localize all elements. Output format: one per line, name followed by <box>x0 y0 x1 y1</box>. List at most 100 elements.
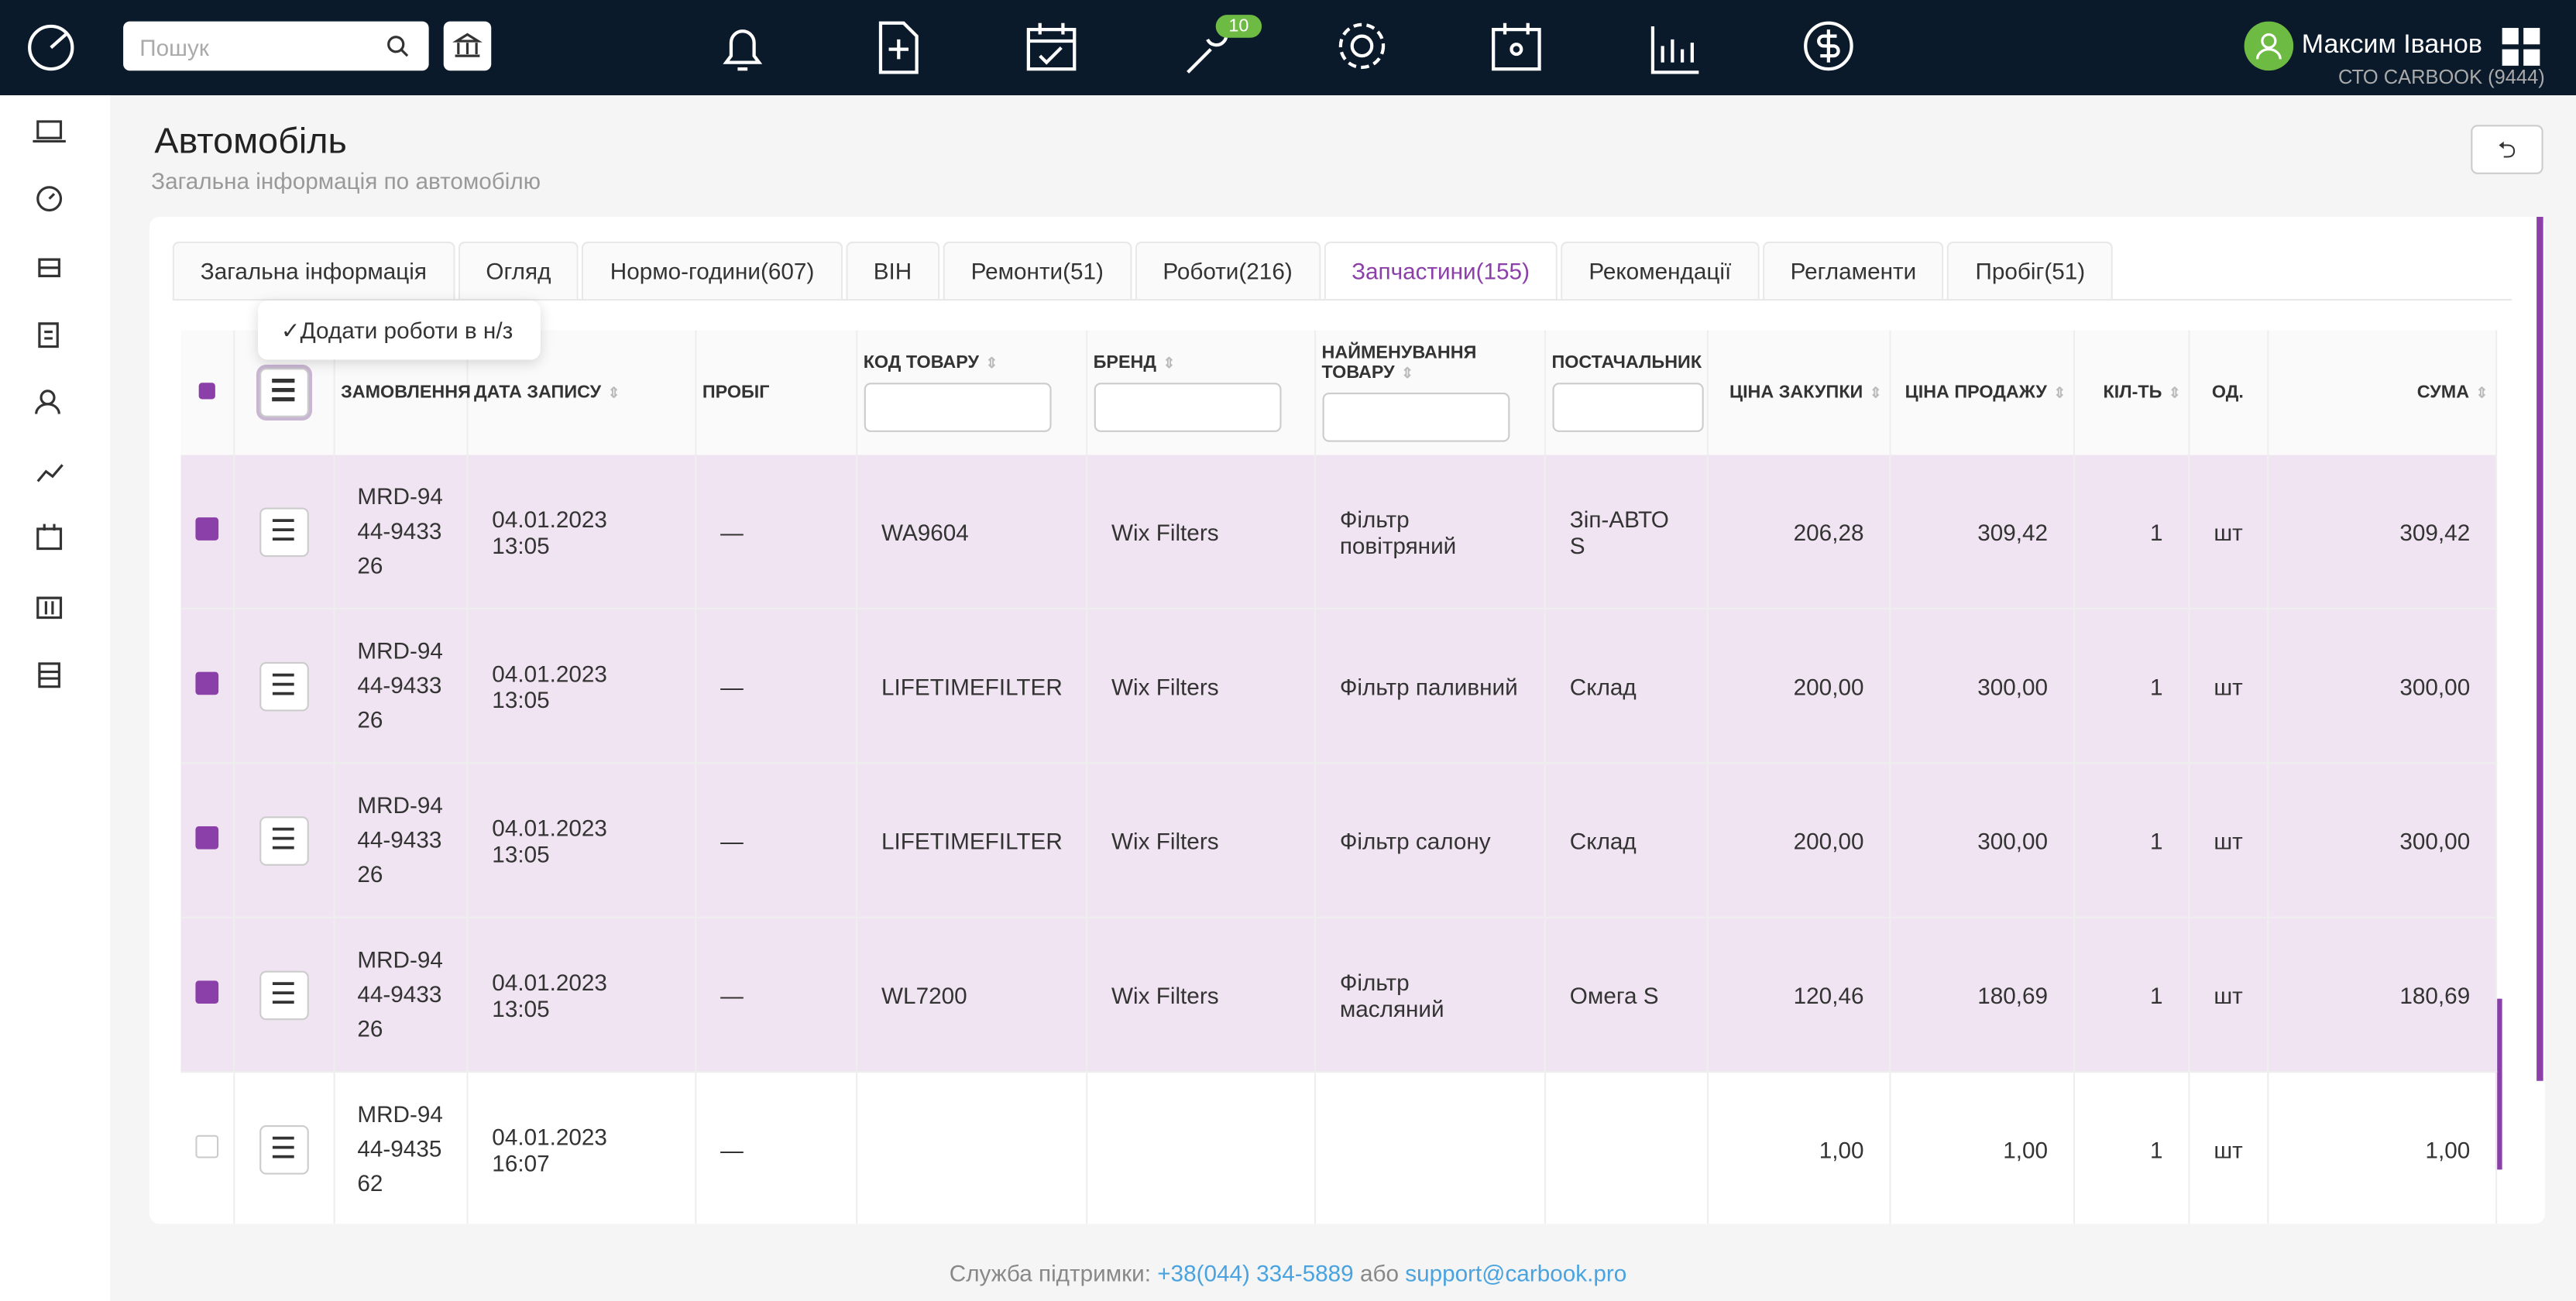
cell: 206,28 <box>1706 455 1891 609</box>
tab[interactable]: Загальна інформація <box>172 241 455 300</box>
filter-input[interactable] <box>1321 392 1510 442</box>
dropdown-menu[interactable]: ✓Додати роботи в н/з <box>258 300 541 360</box>
cell: 200,00 <box>1706 763 1891 918</box>
table-row: ☰ MRD-9444-943326 04.01.2023 13:05— WL7200 W… <box>180 917 2497 1073</box>
row-menu[interactable]: ☰ <box>259 1124 308 1174</box>
sort-icon[interactable]: ⇕ <box>985 355 998 372</box>
cell <box>856 1072 1087 1224</box>
sort-icon[interactable]: ⇕ <box>1869 384 1882 401</box>
tab[interactable]: Пробіг(51) <box>1947 241 2114 300</box>
dropdown-item[interactable]: Додати роботи в н/з <box>300 317 513 344</box>
footer-email[interactable]: support@carbook.pro <box>1405 1259 1627 1286</box>
menu-cell: ☰ <box>233 1072 335 1224</box>
column-header[interactable]: ПОСТАЧАЛЬНИК <box>1544 330 1708 455</box>
row-checkbox[interactable] <box>194 671 218 695</box>
header-label: ЗАМОВЛЕННЯ <box>341 383 471 403</box>
cell: 1 <box>2073 1072 2190 1224</box>
sort-icon[interactable]: ⇕ <box>2168 384 2181 401</box>
sort-icon[interactable]: ⇕ <box>2475 384 2488 401</box>
cell: 04.01.2023 13:05 <box>466 455 696 609</box>
row-checkbox[interactable] <box>194 517 218 541</box>
cell: шт <box>2188 1072 2269 1224</box>
cell: 1,00 <box>1706 1072 1891 1224</box>
user-name[interactable]: Максим Іванов <box>2301 31 2482 60</box>
cell: LIFETIMEFILTER <box>856 608 1087 764</box>
column-header[interactable]: НАЙМЕНУВАННЯ ТОВАРУ ⇕ <box>1314 330 1545 455</box>
avatar[interactable] <box>2244 21 2294 71</box>
tab[interactable]: Нормо-години(607) <box>582 241 843 300</box>
column-header[interactable]: ПРОБІГ <box>695 330 857 455</box>
tab[interactable]: Ремонти(51) <box>943 241 1132 300</box>
cell: Wix Filters <box>1086 608 1316 764</box>
column-header[interactable]: КІЛ-ТЬ ⇕ <box>2073 330 2190 455</box>
sidebar-icons[interactable] <box>0 95 110 752</box>
cell: Wix Filters <box>1086 763 1316 918</box>
select-cell <box>180 917 235 1073</box>
search-box[interactable]: Пошук <box>123 21 429 71</box>
row-menu[interactable]: ☰ <box>259 661 308 711</box>
row-checkbox[interactable] <box>194 980 218 1004</box>
header-label: БРЕНД <box>1093 353 1157 373</box>
table-row: ☰ MRD-9444-943562 04.01.2023 16:07—1,00 1,0… <box>180 1072 2497 1224</box>
cell: — <box>695 917 857 1073</box>
row-checkbox[interactable] <box>194 826 218 850</box>
tabs: Загальна інформація Огляд Нормо-години(607… <box>172 241 2512 301</box>
sort-icon[interactable]: ⇕ <box>607 384 620 401</box>
sort-icon[interactable]: ⇕ <box>2053 384 2066 401</box>
tab[interactable]: Огляд <box>458 241 579 300</box>
tab[interactable]: Рекомендації <box>1561 241 1760 300</box>
filter-input[interactable] <box>863 383 1051 432</box>
cell: 1 <box>2073 917 2190 1073</box>
table: ☰ ЗАМОВЛЕННЯ ДАТА ЗАПИСУ ⇕ ПРОБІГ КОД ТОВАРУ… <box>180 330 2497 1224</box>
sort-icon[interactable]: ⇕ <box>1401 364 1414 382</box>
cell: WA9604 <box>856 455 1087 609</box>
cell: 04.01.2023 16:07 <box>466 1072 696 1224</box>
table-scrollbar[interactable] <box>2495 998 2502 1170</box>
filter-input[interactable] <box>1093 383 1281 432</box>
cell: 309,42 <box>1889 455 2075 609</box>
scrollbar[interactable] <box>2537 216 2543 1081</box>
row-checkbox[interactable] <box>194 1135 218 1159</box>
cell: MRD-9444-943326 <box>333 917 468 1073</box>
header-select[interactable] <box>180 330 235 455</box>
cell: MRD-9444-943326 <box>333 608 468 764</box>
select-cell <box>180 1072 235 1224</box>
row-menu[interactable]: ☰ <box>259 970 308 1020</box>
cell: 120,46 <box>1706 917 1891 1073</box>
footer-phone[interactable]: +38(044) 334-5889 <box>1157 1259 1354 1286</box>
tab[interactable]: Роботи(216) <box>1135 241 1321 300</box>
column-header[interactable]: ОД. <box>2188 330 2269 455</box>
column-header[interactable]: БРЕНД ⇕ <box>1086 330 1316 455</box>
column-header[interactable]: СУМА ⇕ <box>2267 330 2497 455</box>
cell <box>1544 1072 1708 1224</box>
column-header[interactable]: ЦІНА ЗАКУПКИ ⇕ <box>1706 330 1891 455</box>
footer-connector: або <box>1359 1259 1400 1286</box>
sort-icon[interactable]: ⇕ <box>1163 355 1176 372</box>
filter-input[interactable] <box>1551 383 1703 432</box>
select-cell <box>180 455 235 609</box>
tab[interactable]: Регламенти <box>1762 241 1945 300</box>
bank-button[interactable] <box>443 21 492 71</box>
table-row: ☰ MRD-9444-943326 04.01.2023 13:05— LIFETIM… <box>180 608 2497 764</box>
back-button[interactable]: ⮌ <box>2471 125 2543 174</box>
tab[interactable]: Запчастини(155) <box>1324 241 1558 300</box>
cell: LIFETIMEFILTER <box>856 763 1087 918</box>
tab[interactable]: ВІН <box>845 241 940 300</box>
footer-label: Служба підтримки: <box>949 1259 1151 1286</box>
apps-icon[interactable] <box>2502 28 2542 67</box>
cell: шт <box>2188 455 2269 609</box>
cell: Склад <box>1544 608 1708 764</box>
nav-icons[interactable] <box>706 13 1889 82</box>
company: СТО CARBOOK (9444) <box>2337 65 2545 89</box>
logo[interactable] <box>23 19 79 75</box>
header-label: ЦІНА ЗАКУПКИ <box>1729 383 1863 403</box>
column-header[interactable]: КОД ТОВАРУ ⇕ <box>856 330 1087 455</box>
cell: Фільтр салону <box>1314 763 1545 918</box>
cell: 180,69 <box>2267 917 2497 1073</box>
cell: Wix Filters <box>1086 917 1316 1073</box>
cell: Омега S <box>1544 917 1708 1073</box>
row-menu[interactable]: ☰ <box>259 815 308 865</box>
column-header[interactable]: ЦІНА ПРОДАЖУ ⇕ <box>1889 330 2075 455</box>
cell: 1 <box>2073 763 2190 918</box>
row-menu[interactable]: ☰ <box>259 506 308 557</box>
